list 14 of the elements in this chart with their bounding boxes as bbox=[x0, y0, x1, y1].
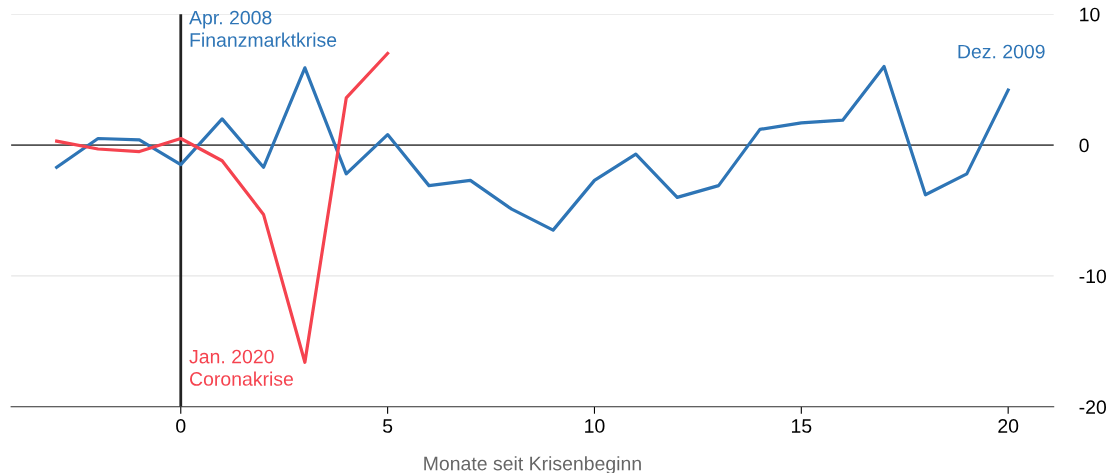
series-label: Apr. 2008 Finanzmarktkrise bbox=[189, 10, 337, 47]
x-tick-label: 20 bbox=[998, 419, 1019, 433]
x-tick-label: 5 bbox=[382, 419, 393, 433]
y-tick-label: -10 bbox=[1079, 269, 1107, 284]
annotation: Dez. 2009 bbox=[958, 44, 1045, 59]
x-tick-label: 10 bbox=[585, 419, 605, 433]
y-tick-label: -20 bbox=[1079, 400, 1107, 415]
y-tick-label: 0 bbox=[1079, 138, 1089, 153]
y-tick-label: 10 bbox=[1080, 7, 1100, 22]
x-tick-label: 0 bbox=[176, 419, 186, 433]
line-series bbox=[55, 64, 1010, 232]
x-tick-label: 15 bbox=[791, 419, 812, 433]
series-label: Jan. 2020 Coronakrise bbox=[189, 349, 293, 386]
line-series bbox=[55, 51, 390, 364]
